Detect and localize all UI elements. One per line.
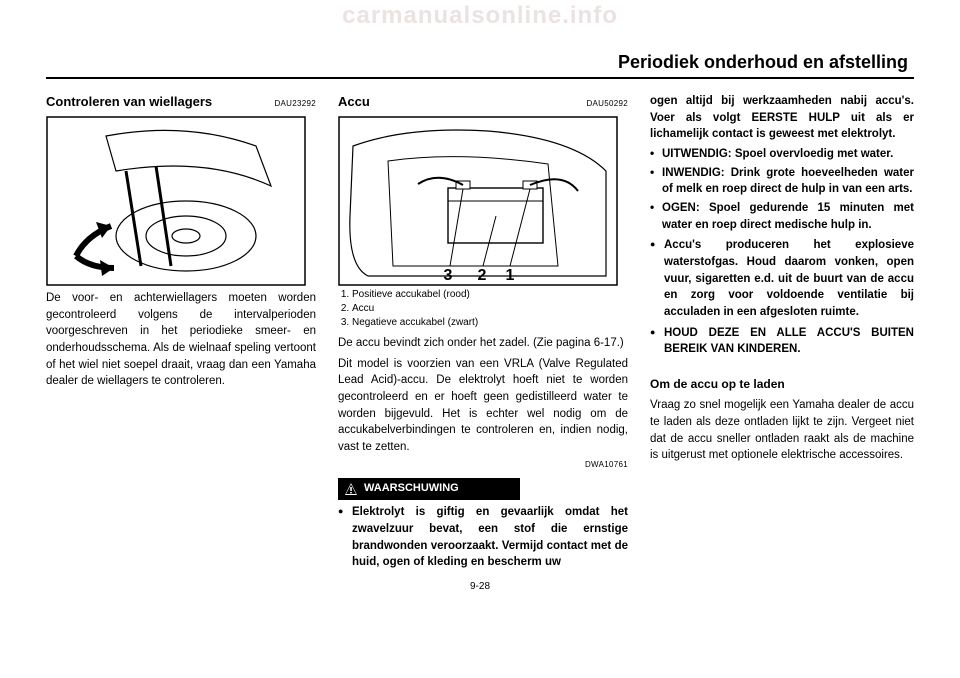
warning-sub-3: OGEN: Spoel gedurende 15 minuten met wat… (650, 200, 914, 233)
caption-1: Positieve accukabel (rood) (352, 288, 628, 301)
figure-captions: Positieve accukabel (rood) Accu Negatiev… (338, 288, 628, 329)
warning-item-1: Elektrolyt is giftig en gevaarlijk omdat… (338, 504, 628, 571)
col1-heading-row: Controleren van wiellagers DAU23292 (46, 93, 316, 112)
column-3: ogen altijd bij werkzaamheden nabij accu… (650, 93, 914, 575)
col2-code: DAU50292 (586, 98, 628, 110)
caption-3: Negatieve accukabel (zwart) (352, 316, 628, 329)
svg-text:3: 3 (444, 267, 453, 284)
col1-code: DAU23292 (274, 98, 316, 110)
page-number: 9-28 (46, 581, 914, 592)
warning-code: DWA10761 (585, 460, 628, 469)
manual-page: carmanualsonline.info Periodiek onderhou… (0, 0, 960, 678)
warning-list-cont: Accu's produceren het explosieve waterst… (650, 237, 914, 358)
svg-text:2: 2 (478, 267, 487, 284)
col2-body2: Dit model is voorzien van een VRLA (Valv… (338, 356, 628, 456)
warning-item-2: Accu's produceren het explosieve waterst… (650, 237, 914, 320)
col3-body: Vraag zo snel mogelijk een Yamaha dealer… (650, 397, 914, 464)
caption-2: Accu (352, 302, 628, 315)
warning-code-row: DWA10761 (338, 456, 628, 473)
warning-list-start: Elektrolyt is giftig en gevaarlijk omdat… (338, 504, 628, 571)
content-columns: Controleren van wiellagers DAU23292 (46, 93, 914, 575)
warning-bar: WAARSCHUWING (338, 478, 520, 500)
col3-subheading: Om de accu op te laden (650, 376, 914, 393)
svg-text:1: 1 (506, 267, 515, 284)
header-rule (46, 77, 914, 79)
warning-item-3: HOUD DEZE EN ALLE ACCU'S BUITEN BEREIK V… (650, 325, 914, 358)
col2-body1: De accu bevindt zich onder het zadel. (Z… (338, 335, 628, 352)
column-2: Accu DAU50292 (338, 93, 628, 575)
watermark: carmanualsonline.info (46, 2, 914, 30)
warning-label: WAARSCHUWING (364, 481, 459, 497)
warning-item-1-cont: ogen altijd bij werkzaamheden nabij accu… (650, 93, 914, 143)
figure-wheel-bearing (46, 116, 316, 286)
warning-sub-1: UITWENDIG: Spoel overvloedig met water. (650, 146, 914, 163)
warning-icon (344, 482, 358, 496)
col2-heading-row: Accu DAU50292 (338, 93, 628, 112)
warning-sublist: UITWENDIG: Spoel overvloedig met water. … (650, 146, 914, 233)
column-1: Controleren van wiellagers DAU23292 (46, 93, 316, 575)
col1-heading: Controleren van wiellagers (46, 93, 212, 112)
page-title: Periodiek onderhoud en afstelling (46, 52, 914, 73)
col2-heading: Accu (338, 93, 370, 112)
col1-body: De voor- en achterwiellagers moeten word… (46, 290, 316, 390)
warning-sub-2: INWENDIG: Drink grote hoeveelheden water… (650, 165, 914, 198)
figure-battery: 1 2 3 (338, 116, 628, 286)
